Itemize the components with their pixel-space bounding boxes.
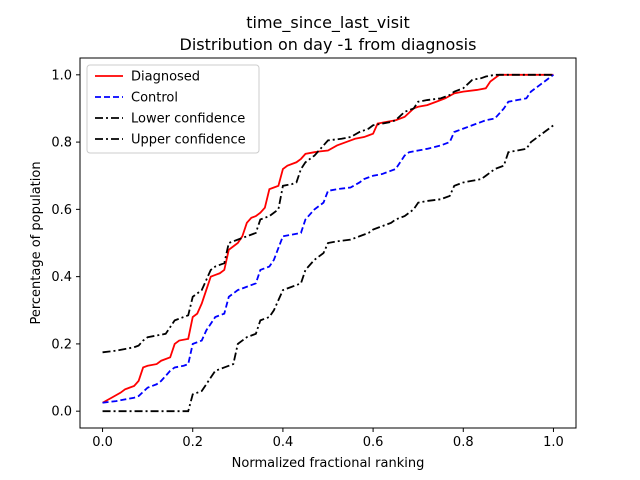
- legend-label: Diagnosed: [131, 70, 200, 85]
- x-tick-label: 0.8: [453, 435, 474, 450]
- x-tick-label: 1.0: [543, 435, 564, 450]
- series-line-3: [102, 73, 554, 354]
- series-line-1: [102, 73, 554, 404]
- ticks-layer: 0.0 0.2 0.4 0.6 0.8 1.0 0.0 0.2 0.4 0.6 0.8 1.0: [51, 68, 563, 450]
- legend-label: Control: [131, 91, 178, 106]
- legend-label: Lower confidence: [131, 112, 245, 127]
- y-tick-label: 0.8: [51, 136, 72, 151]
- y-tick-label: 0.0: [51, 405, 72, 420]
- y-tick-label: 0.6: [51, 203, 72, 218]
- chart-title: time_since_last_visit: [246, 13, 410, 33]
- legend: Diagnosed Control Lower confidence Upper co…: [86, 64, 260, 154]
- series-line-4: [102, 124, 554, 413]
- chart-subtitle: Distribution on day -1 from diagnosis: [180, 35, 477, 54]
- legend-label: Upper confidence: [131, 133, 246, 148]
- plot-frame: [79, 57, 577, 429]
- legend-box: [86, 64, 260, 154]
- x-tick-label: 0.6: [363, 435, 384, 450]
- y-tick-label: 1.0: [51, 68, 72, 83]
- x-tick-label: 0.4: [273, 435, 294, 450]
- legend-items: Diagnosed Control Lower confidence Upper co…: [95, 70, 246, 148]
- x-axis-label: Normalized fractional ranking: [232, 456, 425, 471]
- y-tick-label: 0.2: [51, 337, 72, 352]
- y-axis-label: Percentage of population: [29, 161, 44, 324]
- y-tick-label: 0.4: [51, 270, 72, 285]
- x-tick-label: 0.2: [182, 435, 203, 450]
- series-layer: [102, 73, 554, 413]
- x-tick-label: 0.0: [92, 435, 113, 450]
